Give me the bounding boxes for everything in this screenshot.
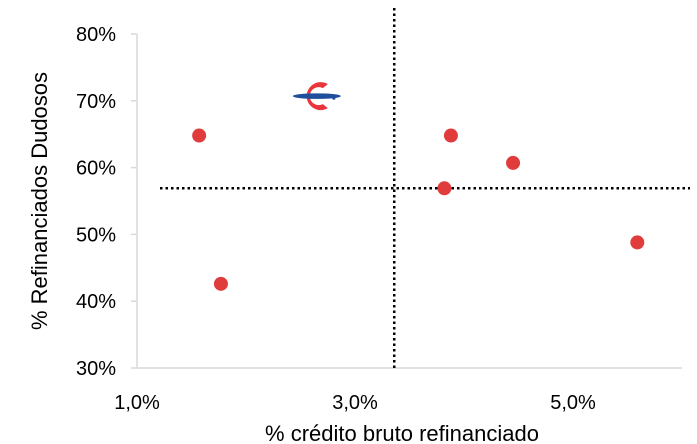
data-point: [443, 128, 458, 143]
logo-red-crescent: [306, 82, 328, 111]
data-point: [437, 181, 452, 196]
y-tick-label: 40%: [76, 291, 116, 313]
data-points: [192, 128, 645, 291]
bank-logo-icon: [292, 82, 341, 111]
x-axis-title: % crédito bruto refinanciado: [265, 421, 539, 444]
axes: [131, 33, 682, 369]
y-tick-label: 70%: [76, 91, 116, 113]
y-tick-label: 30%: [76, 358, 116, 380]
x-tick-label: 3,0%: [332, 392, 378, 414]
y-axis-title: % Refinanciados Dudosos: [27, 72, 52, 330]
logo-blue-dot: [332, 96, 336, 100]
reference-lines: [160, 8, 690, 368]
data-point: [630, 235, 645, 250]
y-tick-label: 80%: [76, 24, 116, 46]
x-tick-label: 1,0%: [114, 392, 160, 414]
y-tick-label: 50%: [76, 224, 116, 246]
x-tick-label: 5,0%: [550, 392, 596, 414]
data-point: [192, 128, 207, 143]
data-point: [506, 155, 521, 170]
logo-blue-band: [292, 93, 341, 99]
y-tick-label: 60%: [76, 158, 116, 180]
tick-labels: 30% 40% 50% 60% 70% 80% 1,0% 3,0% 5,0%: [76, 24, 596, 414]
data-point: [213, 276, 228, 291]
